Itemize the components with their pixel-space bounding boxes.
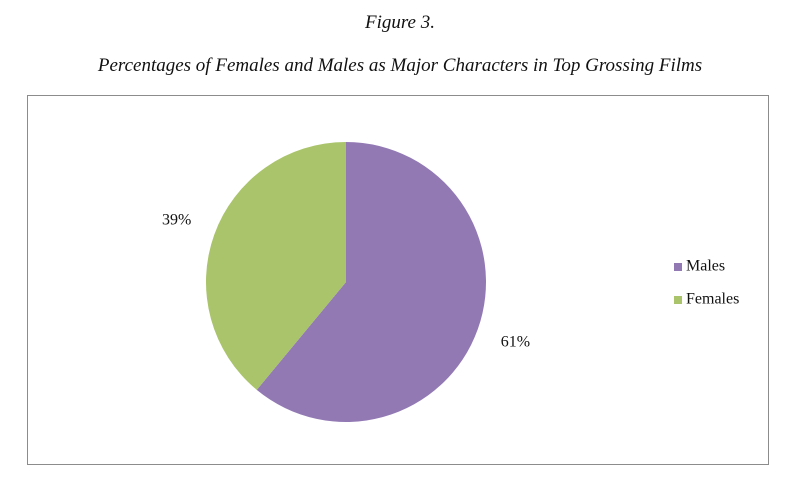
legend-item-females: Females	[674, 291, 739, 308]
data-label-females: 39%	[162, 212, 191, 229]
legend-item-males: Males	[674, 258, 725, 275]
figure-caption: Percentages of Females and Males as Majo…	[97, 55, 703, 76]
legend: Males Females	[674, 258, 739, 308]
legend-label-females: Females	[686, 291, 739, 308]
legend-swatch-females	[674, 296, 682, 304]
pie-slices	[205, 142, 486, 422]
data-label-males: 61%	[501, 334, 530, 351]
legend-swatch-males	[674, 263, 682, 271]
figure-number: Figure 3.	[364, 12, 435, 33]
pie-data-labels: 61% 39%	[162, 212, 530, 351]
pie-chart: 61% 39% Males Females	[162, 142, 739, 422]
pie-slice-females	[205, 142, 346, 390]
chart-frame: 61% 39% Males Females	[27, 95, 769, 465]
pie-slice-males	[256, 142, 486, 422]
legend-label-males: Males	[686, 258, 725, 275]
